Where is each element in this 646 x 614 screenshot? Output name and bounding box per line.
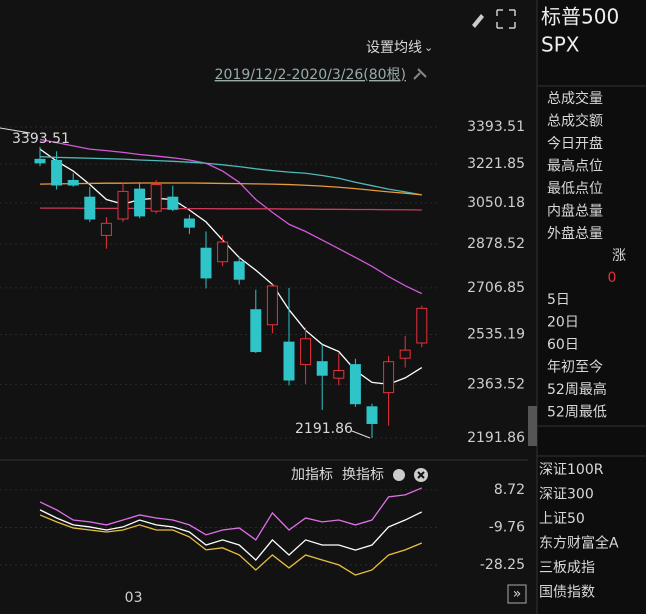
close-x <box>417 471 425 479</box>
stock-name: 标普500 <box>541 5 619 29</box>
moving-average <box>40 207 422 211</box>
candle-body <box>300 338 312 366</box>
change-label: 涨 <box>612 248 626 264</box>
next-button[interactable] <box>507 584 527 604</box>
candle-body <box>233 261 245 280</box>
date-range[interactable]: 2019/12/2-2020/3/26(80根) <box>215 67 406 83</box>
candle-body <box>366 406 378 424</box>
candle-body <box>100 222 112 236</box>
next-arrow[interactable]: » <box>513 586 522 602</box>
annotation-arrow <box>351 430 371 439</box>
candle-body <box>84 196 96 220</box>
min-annotation: 2191.86 <box>295 421 353 437</box>
candle-body <box>399 349 411 359</box>
add-indicator[interactable]: 加指标 <box>291 467 333 483</box>
candle-body <box>67 179 79 186</box>
sidebar-bg <box>537 0 646 614</box>
candle-body <box>217 241 229 263</box>
indicator-line <box>39 509 423 561</box>
dropdown-arrow[interactable]: ⌄ <box>424 41 433 54</box>
candle-body <box>150 184 162 212</box>
candle-body <box>183 218 195 228</box>
period-label: 年初至今 <box>547 359 603 376</box>
stock-code: SPX <box>541 33 580 57</box>
y-tick-label: 3050.18 <box>467 195 525 211</box>
y-tick-label: 2535.19 <box>467 326 525 342</box>
gear-icon[interactable] <box>393 469 405 481</box>
candle-body <box>250 309 262 353</box>
candle-body <box>134 188 146 217</box>
field-label: 外盘总量 <box>547 225 603 242</box>
moving-average <box>39 182 422 196</box>
moving-average <box>39 138 423 295</box>
field-label: 总成交额 <box>547 113 603 130</box>
scroll-handle[interactable] <box>528 406 537 446</box>
y-tick-label: 3393.51 <box>467 119 525 135</box>
candle-body <box>200 247 212 279</box>
candle-body <box>117 190 129 220</box>
candle-body <box>416 307 428 344</box>
candle-body <box>34 158 46 164</box>
indicator-line <box>39 487 423 541</box>
field-label: 总成交量 <box>547 90 603 107</box>
period-label: 52周最高 <box>547 381 607 398</box>
x-tick-label: 03 <box>125 590 143 606</box>
candle-body <box>283 341 295 381</box>
expand-icon[interactable] <box>496 9 516 29</box>
pencil-icon[interactable] <box>472 14 484 28</box>
candle-body <box>167 196 179 210</box>
index-link[interactable]: 东方财富全A <box>539 535 619 552</box>
period-label: 52周最低 <box>547 405 607 421</box>
y-tick-label: 2191.86 <box>467 430 525 446</box>
candle-body <box>349 364 361 405</box>
period-label: 20日 <box>547 315 579 331</box>
candle-body <box>333 369 345 379</box>
index-link[interactable]: 上证50 <box>539 511 585 527</box>
field-label: 今日开盘 <box>547 135 603 152</box>
y-tick-label: 2878.52 <box>467 236 525 252</box>
period-label: 60日 <box>547 337 579 353</box>
candle-body <box>51 159 63 186</box>
index-link[interactable]: 深证100R <box>539 462 604 478</box>
candle-body <box>316 361 328 376</box>
y-tick-label: 8.72 <box>494 482 525 498</box>
max-annotation: 3393.51 <box>12 131 70 147</box>
y-tick-label: -9.76 <box>489 519 525 535</box>
y-tick-label: 3221.85 <box>467 156 525 172</box>
period-label: 5日 <box>547 292 570 308</box>
index-link[interactable]: 深证300 <box>539 487 594 503</box>
index-link[interactable]: 三板成指 <box>539 560 595 576</box>
field-label: 内盘总量 <box>547 203 603 220</box>
candle-body <box>266 285 278 326</box>
switch-indicator[interactable]: 换指标 <box>342 466 384 483</box>
field-label: 最高点位 <box>547 158 603 175</box>
pin-icon[interactable] <box>413 68 427 80</box>
y-tick-label: -28.25 <box>480 557 525 573</box>
candle-body <box>383 361 395 394</box>
field-label: 最低点位 <box>547 181 603 197</box>
index-link[interactable]: 国债指数 <box>539 585 595 601</box>
y-tick-label: 2363.52 <box>467 376 525 392</box>
annotation-arrow <box>0 127 31 134</box>
ma-setting[interactable]: 设置均线 <box>366 40 422 56</box>
moving-average <box>39 156 422 196</box>
change-value: 0 <box>608 270 617 286</box>
indicator-line <box>39 514 423 576</box>
y-tick-label: 2706.85 <box>467 280 525 296</box>
